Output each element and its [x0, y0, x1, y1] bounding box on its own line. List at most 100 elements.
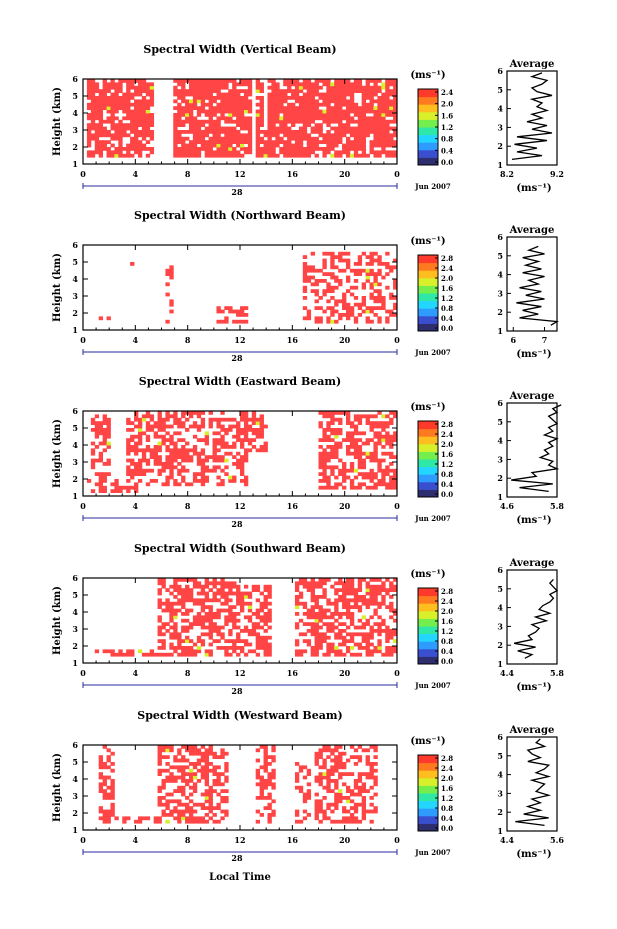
data-cell: [263, 806, 268, 810]
data-cell: [330, 255, 335, 259]
data-cell: [263, 751, 268, 756]
data-cell: [393, 109, 398, 114]
data-cell: [236, 625, 241, 630]
data-cell: [357, 458, 363, 463]
data-cell: [243, 140, 249, 144]
data-cell: [353, 438, 359, 442]
colorbar-step: [418, 656, 438, 659]
data-cell: [192, 652, 198, 657]
data-cell: [188, 772, 194, 776]
data-cell: [377, 109, 382, 114]
data-cell: [330, 758, 335, 763]
data-cell: [338, 85, 343, 90]
data-cell: [322, 251, 327, 256]
data-cell: [208, 92, 213, 97]
data-cell: [94, 96, 100, 100]
data-cell: [267, 806, 272, 810]
data-cell: [377, 319, 382, 324]
data-cell: [342, 472, 347, 476]
data-cell: [243, 639, 249, 643]
data-cell: [169, 591, 174, 596]
data-cell: [255, 79, 261, 83]
data-cell: [122, 485, 127, 490]
data-cell: [212, 612, 217, 616]
colorbar-step: [418, 595, 438, 598]
colorbar-step: [418, 617, 438, 619]
data-cell: [357, 268, 363, 273]
colorbar-step: [418, 256, 438, 259]
data-cell: [389, 79, 394, 83]
data-cell: [389, 646, 394, 650]
data-cell: [102, 96, 107, 100]
data-cell: [177, 89, 182, 93]
data-cell: [208, 789, 213, 793]
data-cell: [385, 96, 390, 100]
data-cell: [345, 309, 351, 314]
data-cell: [279, 140, 284, 144]
data-cell: [271, 150, 276, 155]
data-cell: [141, 113, 147, 117]
data-cell: [106, 89, 111, 93]
data-cell: [385, 82, 390, 87]
data-cell: [247, 615, 253, 620]
data-cell: [145, 106, 151, 110]
data-cell: [342, 133, 347, 138]
data-cell: [302, 92, 308, 97]
data-cell: [267, 116, 272, 121]
data-cell: [106, 765, 111, 770]
data-cell: [389, 133, 394, 138]
data-cell: [173, 578, 178, 582]
data-cell: [373, 578, 378, 582]
data-cell: [243, 615, 249, 620]
data-cell: [106, 792, 111, 797]
data-cell: [381, 598, 386, 603]
y-axis-label: Height (km): [52, 419, 63, 488]
data-cell: [177, 482, 182, 487]
data-cell: [361, 578, 367, 582]
average-x-tick-label: 4.4: [500, 835, 514, 845]
data-cell: [291, 153, 296, 158]
data-cell: [200, 411, 206, 415]
data-cell: [157, 802, 162, 807]
data-cell: [98, 458, 104, 463]
data-cell: [224, 102, 229, 107]
data-cell: [137, 434, 143, 439]
colorbar-step: [418, 152, 438, 155]
data-cell: [338, 282, 343, 287]
data-cell: [192, 89, 198, 93]
x-tick-label: 12: [234, 501, 245, 511]
data-cell: [126, 92, 131, 97]
data-cell: [283, 96, 288, 100]
data-cell: [322, 813, 327, 817]
data-cell: [145, 116, 151, 121]
data-cell: [130, 485, 135, 490]
average-y-tick-label: 1: [497, 160, 503, 170]
data-cell: [393, 130, 398, 134]
data-cell: [298, 649, 304, 654]
data-cell: [161, 438, 166, 442]
data-cell: [255, 119, 261, 124]
data-cell: [330, 809, 335, 814]
data-cell: [389, 441, 394, 446]
data-cell: [322, 136, 327, 141]
data-cell: [385, 136, 390, 141]
data-cell: [114, 89, 119, 93]
data-cell: [342, 465, 347, 470]
data-cell: [342, 796, 347, 800]
data-cell: [393, 119, 398, 124]
data-cell: [173, 482, 178, 487]
data-cell: [114, 116, 119, 121]
data-cell: [322, 468, 327, 473]
y-tick-label: 1: [72, 658, 78, 668]
data-cell: [361, 598, 367, 603]
data-cell: [102, 813, 107, 817]
data-cell: [369, 424, 374, 429]
data-cell: [196, 79, 202, 83]
data-cell: [106, 748, 111, 753]
data-cell: [330, 272, 335, 276]
data-cell: [240, 123, 245, 127]
data-cell: [326, 465, 331, 470]
x-tick-label: 8: [185, 335, 191, 345]
data-cell: [294, 775, 300, 780]
colorbar-step: [418, 607, 438, 609]
